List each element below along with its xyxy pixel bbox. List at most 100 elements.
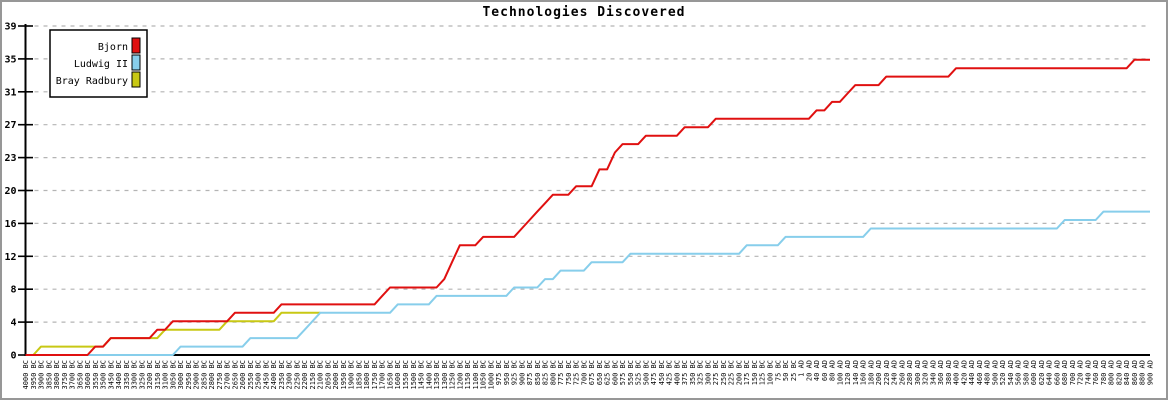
- x-tick-label-2650-BC: 2650 BC: [231, 360, 239, 390]
- x-tick-label-550-BC: 550 BC: [627, 360, 635, 385]
- x-tick-label-2300-BC: 2300 BC: [286, 360, 294, 390]
- x-tick-label-540-AD: 540 AD: [1007, 360, 1015, 385]
- x-tick-label-480-AD: 480 AD: [984, 360, 992, 385]
- x-tick-label-280-AD: 280 AD: [906, 360, 914, 385]
- x-tick-label-3800-BC: 3800 BC: [53, 360, 61, 390]
- x-tick-label-825-BC: 825 BC: [542, 360, 550, 385]
- x-tick-label-150-BC: 150 BC: [751, 360, 759, 385]
- x-tick-label-800-AD: 800 AD: [1108, 360, 1116, 385]
- x-tick-label-20-AD: 20 AD: [805, 360, 813, 381]
- x-tick-label-740-AD: 740 AD: [1084, 360, 1092, 385]
- x-tick-label-3950-BC: 3950 BC: [30, 360, 38, 390]
- x-tick-label-475-BC: 475 BC: [650, 360, 658, 385]
- y-tick-label-12: 12: [4, 252, 16, 263]
- x-tick-label-750-BC: 750 BC: [565, 360, 573, 385]
- x-tick-label-1300-BC: 1300 BC: [441, 360, 449, 390]
- x-tick-label-925-BC: 925 BC: [511, 360, 519, 385]
- x-tick-label-860-AD: 860 AD: [1131, 360, 1139, 385]
- x-tick-label-125-BC: 125 BC: [759, 360, 767, 385]
- x-tick-label-975-BC: 975 BC: [495, 360, 503, 385]
- y-tick-label-4: 4: [10, 318, 16, 329]
- x-tick-label-560-AD: 560 AD: [1015, 360, 1023, 385]
- x-tick-label-760-AD: 760 AD: [1092, 360, 1100, 385]
- x-tick-label-2100-BC: 2100 BC: [317, 360, 325, 390]
- y-tick-label-16: 16: [4, 219, 16, 230]
- x-tick-label-25-BC: 25 BC: [790, 360, 798, 381]
- x-tick-label-1250-BC: 1250 BC: [449, 360, 457, 390]
- x-tick-label-500-AD: 500 AD: [991, 360, 999, 385]
- x-tick-label-1950-BC: 1950 BC: [340, 360, 348, 390]
- x-tick-label-2450-BC: 2450 BC: [262, 360, 270, 390]
- series-line-bray-radbury: [25, 311, 321, 356]
- x-tick-label-1900-BC: 1900 BC: [348, 360, 356, 390]
- x-tick-label-3650-BC: 3650 BC: [76, 360, 84, 390]
- x-tick-label-820-AD: 820 AD: [1115, 360, 1123, 385]
- x-tick-label-1000-BC: 1000 BC: [487, 360, 495, 390]
- x-tick-label-840-AD: 840 AD: [1123, 360, 1131, 385]
- x-tick-label-60-AD: 60 AD: [821, 360, 829, 381]
- x-tick-label-400-BC: 400 BC: [673, 360, 681, 385]
- x-tick-label-725-BC: 725 BC: [573, 360, 581, 385]
- x-tick-label-3050-BC: 3050 BC: [169, 360, 177, 390]
- x-tick-label-450-BC: 450 BC: [658, 360, 666, 385]
- x-tick-label-900-AD: 900 AD: [1147, 360, 1155, 385]
- x-tick-label-775-BC: 775 BC: [557, 360, 565, 385]
- x-tick-label-325-BC: 325 BC: [697, 360, 705, 385]
- x-tick-label-120-AD: 120 AD: [844, 360, 852, 385]
- x-tick-label-300-AD: 300 AD: [914, 360, 922, 385]
- x-tick-label-1400-BC: 1400 BC: [425, 360, 433, 390]
- x-tick-label-1-AD: 1 AD: [798, 360, 806, 377]
- x-tick-label-880-AD: 880 AD: [1139, 360, 1147, 385]
- x-tick-label-680-AD: 680 AD: [1061, 360, 1069, 385]
- x-tick-label-175-BC: 175 BC: [743, 360, 751, 385]
- x-tick-label-2850-BC: 2850 BC: [200, 360, 208, 390]
- x-tick-label-3600-BC: 3600 BC: [84, 360, 92, 390]
- x-tick-label-1700-BC: 1700 BC: [379, 360, 387, 390]
- x-tick-label-2000-BC: 2000 BC: [332, 360, 340, 390]
- x-tick-label-300-BC: 300 BC: [704, 360, 712, 385]
- legend-label-bray-radbury: Bray Radbury: [56, 76, 128, 87]
- x-tick-label-180-AD: 180 AD: [867, 360, 875, 385]
- x-tick-label-2350-BC: 2350 BC: [278, 360, 286, 390]
- legend-label-bjorn: Bjorn: [98, 42, 128, 53]
- x-tick-label-160-AD: 160 AD: [860, 360, 868, 385]
- x-tick-label-625-BC: 625 BC: [604, 360, 612, 385]
- x-tick-label-1050-BC: 1050 BC: [480, 360, 488, 390]
- x-tick-label-420-AD: 420 AD: [960, 360, 968, 385]
- x-tick-label-240-AD: 240 AD: [891, 360, 899, 385]
- x-tick-label-3500-BC: 3500 BC: [100, 360, 108, 390]
- x-tick-label-875-BC: 875 BC: [526, 360, 534, 385]
- x-tick-label-380-AD: 380 AD: [945, 360, 953, 385]
- x-tick-label-350-BC: 350 BC: [689, 360, 697, 385]
- x-tick-label-600-AD: 600 AD: [1030, 360, 1038, 385]
- x-tick-label-1500-BC: 1500 BC: [410, 360, 418, 390]
- x-tick-label-50-BC: 50 BC: [782, 360, 790, 381]
- x-tick-label-500-BC: 500 BC: [642, 360, 650, 385]
- legend-box: [49, 29, 148, 98]
- x-tick-label-200-BC: 200 BC: [735, 360, 743, 385]
- x-tick-label-375-BC: 375 BC: [681, 360, 689, 385]
- x-tick-label-3550-BC: 3550 BC: [92, 360, 100, 390]
- x-tick-label-1550-BC: 1550 BC: [402, 360, 410, 390]
- x-tick-label-2250-BC: 2250 BC: [293, 360, 301, 390]
- x-tick-label-800-BC: 800 BC: [549, 360, 557, 385]
- x-tick-label-3300-BC: 3300 BC: [131, 360, 139, 390]
- x-tick-label-2550-BC: 2550 BC: [247, 360, 255, 390]
- x-tick-label-3400-BC: 3400 BC: [115, 360, 123, 390]
- legend-swatch-bjorn: [131, 37, 141, 54]
- x-tick-label-425-BC: 425 BC: [666, 360, 674, 385]
- x-tick-label-575-BC: 575 BC: [619, 360, 627, 385]
- x-tick-label-520-AD: 520 AD: [999, 360, 1007, 385]
- x-tick-label-3900-BC: 3900 BC: [38, 360, 46, 390]
- legend-label-ludwig-ii: Ludwig II: [74, 59, 128, 70]
- x-tick-label-100-AD: 100 AD: [836, 360, 844, 385]
- x-tick-label-525-BC: 525 BC: [635, 360, 643, 385]
- x-tick-label-675-BC: 675 BC: [588, 360, 596, 385]
- y-tick-label-20: 20: [4, 186, 16, 197]
- x-tick-label-460-AD: 460 AD: [976, 360, 984, 385]
- x-tick-label-720-AD: 720 AD: [1077, 360, 1085, 385]
- x-tick-label-75-BC: 75 BC: [774, 360, 782, 381]
- x-tick-label-1450-BC: 1450 BC: [418, 360, 426, 390]
- x-tick-label-440-AD: 440 AD: [968, 360, 976, 385]
